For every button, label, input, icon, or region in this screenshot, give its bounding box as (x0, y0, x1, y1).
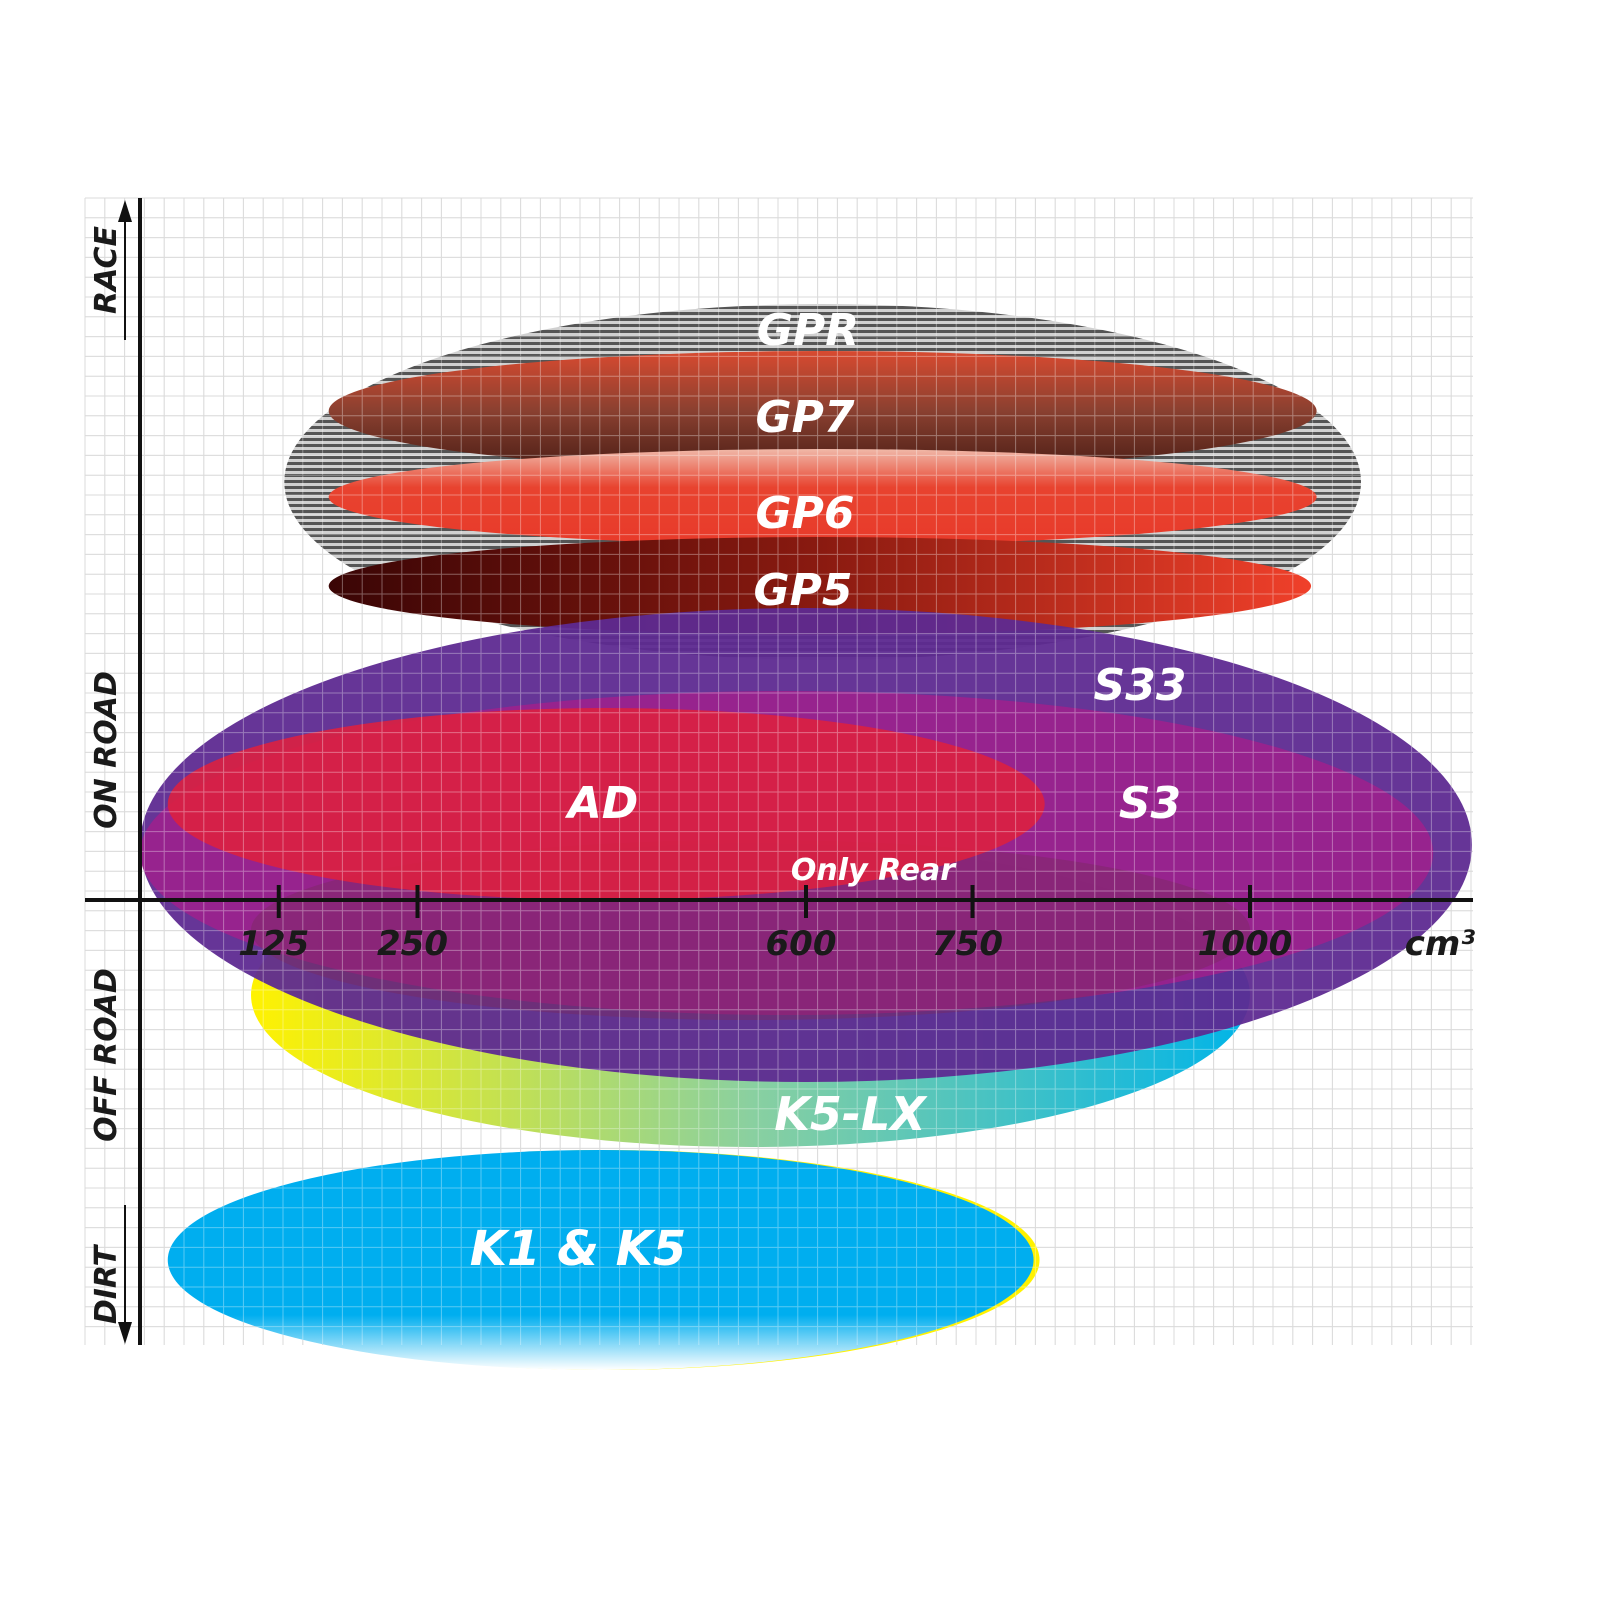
ellipse-gp6 (328, 449, 1317, 545)
label-gp5: GP5 (754, 565, 853, 616)
ellipse-gp7 (328, 351, 1317, 471)
x-tick-label: 125 (238, 924, 309, 964)
label-gp6: GP6 (756, 488, 855, 539)
label-gpr: GPR (757, 305, 859, 356)
ellipse-gp5 (328, 537, 1312, 635)
product-labels: GPR GP7 GP6 GP5 S33 S3 AD Only Rear K5-LX K1 & K5 (470, 305, 1187, 1277)
grid-overlay (84, 197, 1473, 1345)
x-tick-label: 1000 (1198, 924, 1293, 964)
ellipse-ad (167, 708, 1045, 900)
label-only-rear: Only Rear (791, 853, 957, 888)
label-gp7: GP7 (756, 392, 855, 443)
y-category-label: OFF ROAD (89, 968, 124, 1142)
axes: 125 250 600 750 1000 cm³ RACE ON ROAD OFF ROAD DI… (85, 198, 1475, 1345)
down-arrow-icon (118, 1322, 132, 1344)
x-tick-label: 750 (932, 924, 1003, 964)
y-category-label: DIRT (89, 1243, 124, 1324)
label-k1-k5: K1 & K5 (470, 1221, 686, 1277)
up-arrow-icon (118, 200, 132, 222)
label-ad: AD (565, 778, 639, 829)
x-tick-label: 600 (766, 924, 837, 964)
y-category-label: RACE (89, 226, 124, 314)
y-category-label: ON ROAD (89, 671, 124, 829)
label-s33: S33 (1094, 660, 1187, 711)
label-s3: S3 (1119, 778, 1181, 829)
x-axis-label: cm³ (1405, 924, 1476, 964)
ellipse-k1-k5 (167, 1150, 1034, 1370)
product-ellipses (140, 304, 1472, 1370)
x-tick-label: 250 (377, 924, 448, 964)
label-k5-lx: K5-LX (774, 1087, 928, 1141)
